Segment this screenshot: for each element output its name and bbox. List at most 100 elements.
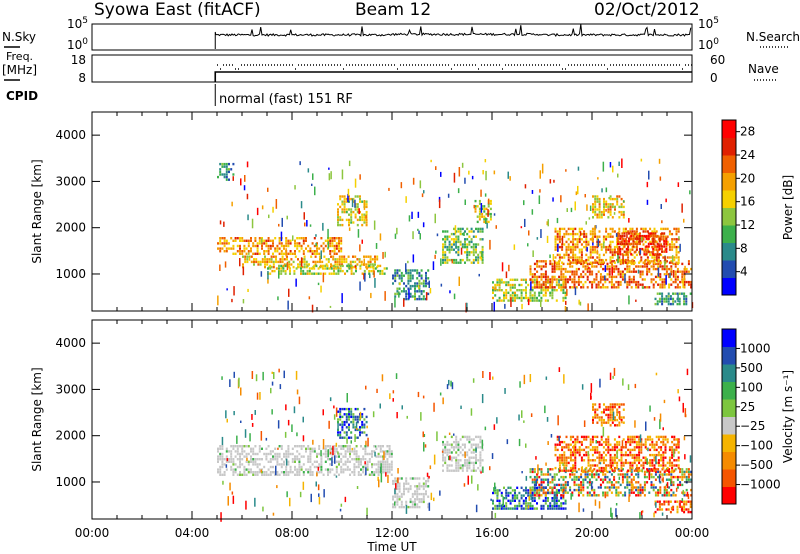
p-echo-10: [671, 243, 674, 246]
p-scatter-echo: [428, 280, 430, 288]
p-echo-9: [597, 283, 600, 286]
v-echo-5: [659, 491, 662, 494]
p-echo-5: [422, 279, 425, 283]
v-echo-0: [320, 458, 323, 461]
v-echo-5: [608, 486, 611, 489]
p-echo-7: [478, 202, 481, 205]
v-echo-7: [605, 405, 608, 409]
p-echo-9: [648, 260, 651, 263]
v-echo-8: [687, 510, 690, 514]
p-echo-0: [302, 237, 305, 240]
p-echo-9: [663, 286, 666, 289]
v-scatter-echo: [544, 405, 546, 414]
p-echo-6: [455, 235, 458, 238]
v-echo-8: [685, 500, 688, 503]
v-echo-5: [582, 470, 585, 474]
p-echo-0: [258, 252, 261, 255]
p-echo-3: [350, 216, 353, 219]
v-echo-0: [318, 465, 321, 469]
v-echo-6: [563, 461, 566, 465]
v-echo-3: [461, 443, 464, 446]
p-echo-12: [621, 247, 624, 251]
p-echo-10: [611, 251, 614, 254]
p-echo-1: [275, 260, 277, 264]
p-echo-0: [294, 250, 296, 253]
v-echo-0: [344, 445, 347, 448]
v-echo-0: [375, 463, 378, 466]
v-echo-0: [371, 463, 373, 466]
p-echo-1: [374, 258, 376, 261]
v-echo-4: [525, 502, 527, 505]
p-echo-9: [685, 280, 688, 284]
v-echo-2: [414, 503, 416, 506]
p-echo-10: [556, 232, 559, 236]
v-echo-6: [642, 461, 645, 465]
p-echo-9: [558, 267, 561, 271]
v-scatter-echo: [231, 491, 234, 495]
v-echo-6: [554, 466, 557, 470]
v-echo-0: [386, 452, 389, 456]
p-echo-5: [403, 287, 405, 290]
v-scatter-echo: [236, 435, 238, 444]
p-echo-8: [498, 278, 501, 281]
p-echo-9: [679, 286, 682, 289]
v-echo-3: [444, 435, 447, 439]
p-echo-2: [372, 264, 375, 268]
v-echo-6: [569, 438, 572, 441]
p-echo-1: [325, 258, 328, 261]
p-scatter-echo: [577, 166, 580, 171]
v-echo-5: [553, 473, 556, 476]
p-echo-10: [556, 261, 559, 264]
p-echo-11: [622, 205, 625, 209]
v-echo-5: [685, 475, 688, 479]
p-echo-9: [544, 275, 547, 279]
v-echo-5: [558, 483, 561, 487]
v-scatter-echo: [417, 391, 420, 398]
v-echo-0: [390, 452, 393, 456]
p-echo-10: [675, 261, 678, 264]
p-echo-9: [595, 283, 598, 286]
v-echo-2: [398, 485, 401, 488]
p-echo-9: [553, 275, 556, 279]
v-echo-0: [349, 447, 351, 450]
v-echo-0: [388, 471, 391, 474]
v-echo-0: [230, 445, 233, 448]
p-scatter-echo: [292, 235, 294, 241]
p-echo-8: [547, 289, 549, 292]
p-echo-5: [418, 297, 421, 301]
p-echo-3: [339, 223, 342, 227]
p-echo-10: [635, 248, 638, 251]
v-echo-3: [444, 456, 447, 459]
v-echo-5: [562, 491, 565, 494]
p-echo-5: [411, 274, 414, 277]
v-echo-0: [340, 447, 343, 450]
v-echo-0: [309, 452, 312, 456]
v-echo-5: [584, 475, 587, 479]
v-echo-5: [626, 475, 629, 479]
p-echo-8: [503, 299, 505, 302]
p-echo-8: [522, 296, 525, 300]
v-echo-0: [287, 447, 290, 450]
p-echo-0: [221, 242, 224, 245]
v-scatter-echo: [590, 483, 593, 490]
v-echo-0: [272, 465, 274, 469]
p-echo-3: [350, 210, 353, 214]
v-echo-5: [617, 481, 620, 484]
v-echo-6: [660, 435, 663, 439]
v-scatter-echo: [555, 494, 557, 500]
v-echo-0: [230, 455, 233, 458]
p-echo-10: [572, 248, 575, 251]
p-echo-8: [520, 291, 523, 294]
v-scatter-echo: [428, 475, 430, 479]
p-echo-13: [658, 297, 661, 301]
v-echo-2: [392, 505, 394, 509]
p-echo-8: [509, 289, 512, 292]
v-echo-2: [407, 505, 410, 509]
p-scatter-echo: [501, 262, 504, 272]
p-echo-11: [618, 210, 621, 214]
p-echo-6: [459, 230, 462, 233]
p-scatter-echo: [592, 242, 594, 246]
v-echo-2: [418, 498, 421, 501]
p-echo-6: [481, 227, 484, 231]
p-echo-10: [651, 245, 654, 249]
